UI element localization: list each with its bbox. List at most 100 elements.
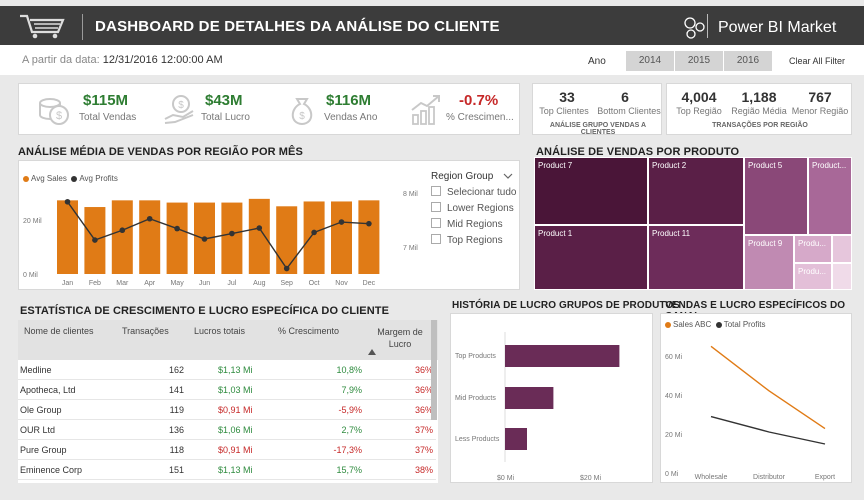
table-scrollbar[interactable] [431, 320, 437, 420]
kpi-growth-value: -0.7% [459, 92, 499, 109]
cell-profit: $1,13 Mi [218, 465, 253, 475]
product-group-label: Less Products [455, 436, 500, 443]
table-header: Nome de clientes Transações Lucros totai… [18, 320, 438, 360]
kpi-total-sales-value: $115M [83, 92, 129, 109]
table-row[interactable]: Pure Group 118 $0,91 Mi -17,3% 37% [18, 440, 436, 460]
month-tick-label: Feb [89, 280, 101, 287]
cell-name: Pure Group [20, 445, 67, 455]
month-tick-label: Mar [116, 280, 129, 287]
monthly-sales-chart: 20 Mil 0 Mil 8 Mil 7 Mil Jan Feb Mar Apr May… [23, 191, 418, 287]
region-option-label: Lower Regions [447, 203, 514, 214]
treemap-tile-product-9[interactable]: Product 9 [744, 235, 794, 290]
table-row[interactable]: Medline 162 $1,13 Mi 10,8% 36% [18, 360, 436, 380]
treemap-tile-product-11[interactable]: Product 11 [648, 225, 744, 290]
cell-growth: 10,8% [336, 365, 362, 375]
col-header-growth[interactable]: % Crescimento [278, 326, 340, 336]
cell-margin: 37% [414, 425, 433, 435]
channel-series-line [710, 415, 826, 445]
y-right-tick-7: 7 Mil [403, 245, 418, 252]
as-of-date: A partir da data: 12/31/2016 12:00:00 AM [22, 54, 223, 66]
checkbox[interactable] [431, 218, 441, 228]
kpi-total-profit-label: Total Lucro [201, 112, 250, 123]
product-group-label: Mid Products [455, 395, 496, 402]
avg-profits-point [92, 237, 98, 243]
sort-desc-icon[interactable] [368, 349, 376, 355]
avg-sales-bar [57, 200, 78, 274]
treemap-tile-product-z[interactable]: Produ... [794, 263, 832, 290]
min-region-label: Menor Região [791, 106, 849, 116]
avg-profits-legend-label: Avg Profits [79, 174, 118, 183]
region-option-mid[interactable]: Mid Regions [431, 218, 503, 230]
monthly-chart-title: ANÁLISE MÉDIA DE VENDAS POR REGIÃO POR M… [18, 146, 303, 158]
kpi-panel: $ $115M Total Vendas $ $43M Total Lucro … [18, 83, 520, 135]
clear-all-filter-button[interactable]: Clear All Filter [789, 56, 846, 66]
header-bar: DASHBOARD DE DETALHES DA ANÁLISE DO CLIE… [0, 6, 864, 45]
table-row[interactable]: OUR Ltd 136 $1,06 Mi 2,7% 37% [18, 420, 436, 440]
treemap-tile-product-7[interactable]: Product 7 [534, 157, 648, 225]
filter-bar: A partir da data: 12/31/2016 12:00:00 AM… [0, 45, 864, 75]
avg-profits-point [283, 265, 290, 272]
cell-tx: 119 [169, 405, 184, 415]
treemap-tile-product-2[interactable]: Product 2 [648, 157, 744, 225]
avg-profits-point [311, 229, 317, 236]
region-option-select-all[interactable]: Selecionar tudo [431, 186, 517, 198]
cell-growth: -17,3% [333, 445, 362, 455]
checkbox[interactable] [431, 234, 441, 244]
avg-profits-point [201, 236, 208, 242]
kpi-total-profit-value: $43M [205, 92, 243, 109]
treemap-tile-product-x[interactable]: Product... [808, 157, 852, 235]
col-header-name[interactable]: Nome de clientes [24, 326, 94, 336]
year-button-2015[interactable]: 2015 [675, 51, 723, 71]
region-option-lower[interactable]: Lower Regions [431, 202, 514, 214]
y-right-tick-8: 8 Mil [403, 191, 418, 198]
y-tick-60: 60 Mi [665, 354, 683, 361]
brand-divider [707, 14, 708, 38]
table-row[interactable]: Ole Group 119 $0,91 Mi -5,9% 36% [18, 400, 436, 420]
channel-x-tick: Wholesale [695, 474, 728, 481]
region-option-label: Mid Regions [447, 219, 503, 230]
month-tick-label: Sep [280, 280, 293, 287]
treemap-tile-product-y[interactable]: Produ... [794, 235, 832, 263]
cell-profit: $0,91 Mi [218, 445, 253, 455]
top-region-label: Top Região [676, 106, 722, 116]
avg-sales-bar [248, 198, 270, 274]
cell-profit: $1,06 Mi [218, 425, 253, 435]
checkbox[interactable] [431, 186, 441, 196]
product-group-bar [505, 428, 527, 450]
treemap-tile-small-a[interactable] [832, 235, 852, 263]
monthly-chart-panel: Avg Sales Avg Profits 20 Mil 0 Mil 8 Mil… [18, 160, 520, 290]
avg-sales-bar [166, 202, 188, 274]
month-tick-label: Aug [253, 280, 266, 287]
region-option-top[interactable]: Top Regions [431, 234, 503, 246]
col-header-profit[interactable]: Lucros totais [194, 326, 246, 336]
channel-x-tick: Export [815, 474, 835, 481]
treemap-tile-product-5[interactable]: Product 5 [744, 157, 808, 235]
sales-abc-legend-label: Sales ABC [673, 320, 712, 329]
cell-name: Medline [20, 365, 52, 375]
cell-name: Ole Group [20, 405, 62, 415]
avg-profits-point [338, 219, 345, 225]
region-option-label: Top Regions [447, 235, 503, 246]
month-tick-label: May [170, 280, 184, 287]
year-button-2016[interactable]: 2016 [724, 51, 772, 71]
avg-sales-legend-dot [23, 175, 29, 182]
treemap-tile-small-b[interactable] [832, 263, 852, 290]
customer-table-title: ESTATÍSTICA DE CRESCIMENTO E LUCRO ESPEC… [20, 305, 390, 317]
year-button-2014[interactable]: 2014 [626, 51, 674, 71]
shopping-cart-icon [20, 14, 65, 39]
treemap-tile-product-1[interactable]: Product 1 [534, 225, 648, 290]
checkbox[interactable] [431, 202, 441, 212]
svg-text:$: $ [299, 111, 305, 122]
kpi-growth-label: % Crescimen... [446, 112, 514, 123]
table-row[interactable]: Eminence Corp 151 $1,13 Mi 15,7% 38% [18, 460, 436, 480]
chevron-down-icon[interactable] [503, 172, 513, 180]
table-row[interactable]: Apotheca, Ltd 141 $1,03 Mi 7,9% 36% [18, 380, 436, 400]
cell-growth: 7,9% [341, 385, 362, 395]
col-header-transactions[interactable]: Transações [122, 326, 169, 336]
avg-region-label: Região Média [731, 106, 787, 116]
cell-tx: 136 [168, 425, 184, 435]
region-group-slicer-title: Region Group [431, 171, 494, 182]
product-group-bar [505, 387, 554, 409]
money-bag-icon: $ [291, 98, 313, 126]
col-header-margin[interactable]: Margem de Lucro [377, 327, 423, 349]
